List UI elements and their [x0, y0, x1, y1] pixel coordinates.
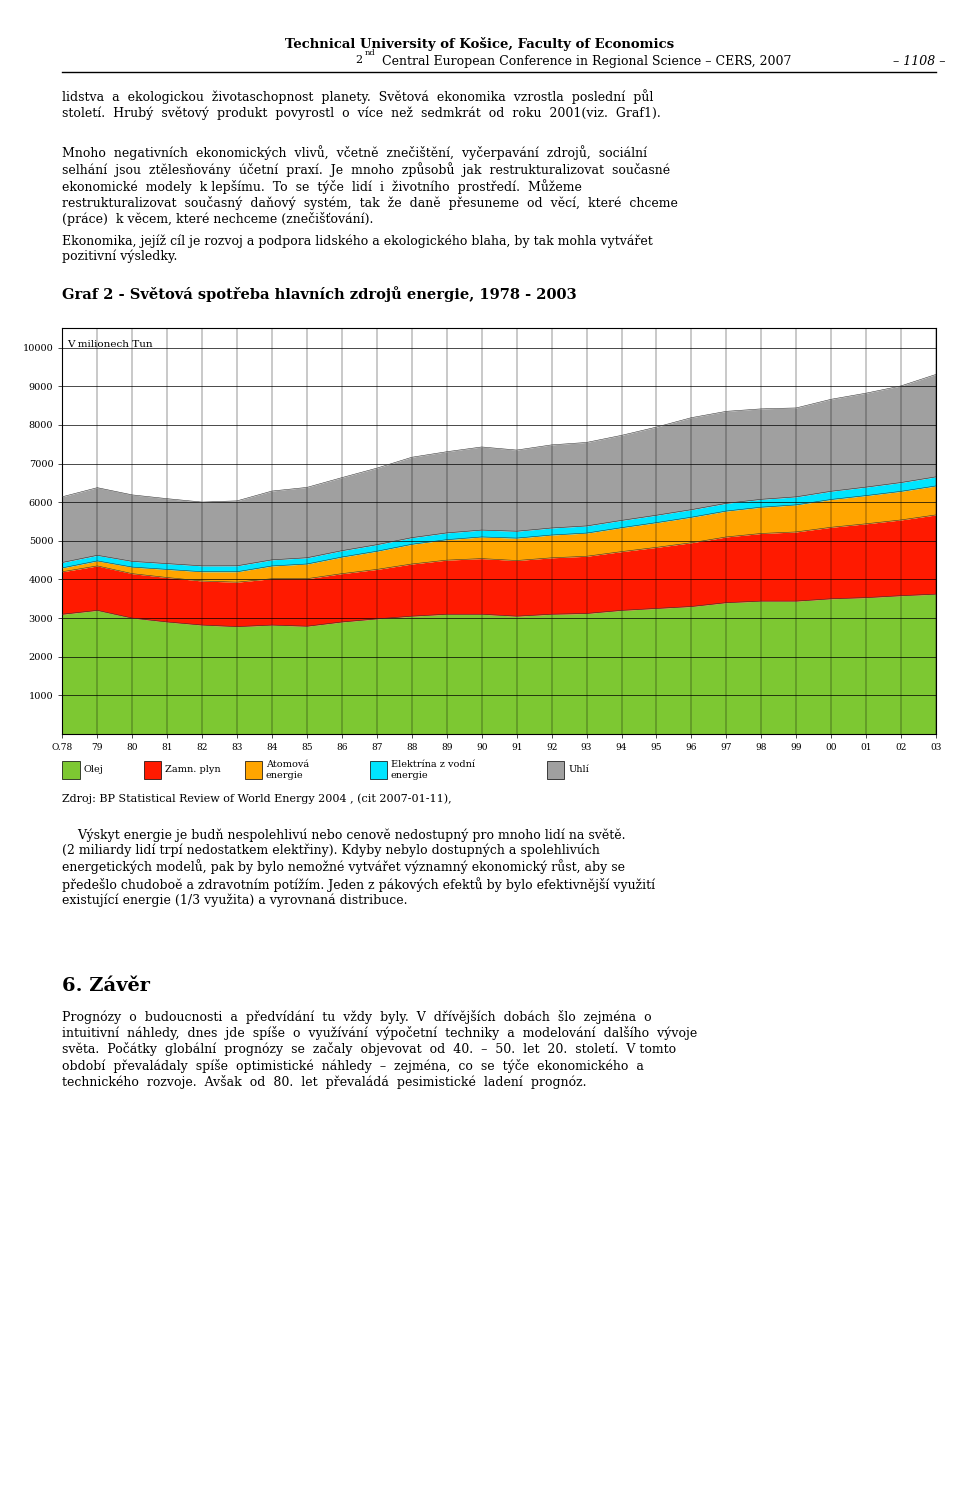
Text: V milionech Tun: V milionech Tun	[67, 340, 153, 349]
Text: Výskyt energie je budň nespolehlivú nebo cenově nedostupný pro mnoho lidí na sv: Výskyt energie je budň nespolehlivú neb…	[62, 828, 656, 907]
Text: Olej: Olej	[84, 765, 104, 774]
Text: Technical University of Košice, Faculty of Economics: Technical University of Košice, Faculty …	[285, 37, 675, 51]
Text: nd: nd	[365, 49, 375, 57]
Text: 2: 2	[355, 55, 362, 66]
Text: Atomová
energie: Atomová energie	[266, 759, 309, 780]
Text: Zamn. plyn: Zamn. plyn	[165, 765, 221, 774]
Text: Zdroj: BP Statistical Review of World Energy 2004 , (cit 2007-01-11),: Zdroj: BP Statistical Review of World En…	[62, 794, 452, 804]
Text: – 1108 –: – 1108 –	[893, 55, 946, 69]
Text: 6. Závěr: 6. Závěr	[62, 977, 151, 995]
Text: Prognózy  o  budoucnosti  a  předvídání  tu  vždy  byly.  V  dřívějších  dobách : Prognózy o budoucnosti a předvídání tu v…	[62, 1010, 698, 1089]
Text: Mnoho  negativních  ekonomických  vlivů,  včetně  znečištění,  vyčerpavání  zdro: Mnoho negativních ekonomických vlivů, vč…	[62, 145, 679, 227]
Text: Elektrína z vodní
energie: Elektrína z vodní energie	[391, 759, 474, 780]
Text: Central European Conference in Regional Science – CERS, 2007: Central European Conference in Regional …	[378, 55, 792, 69]
Text: Ekonomika, jejíž cíl je rozvoj a podpora lidského a ekologického blaha, by tak m: Ekonomika, jejíž cíl je rozvoj a podpora…	[62, 234, 653, 264]
Text: Uhlí: Uhlí	[568, 765, 589, 774]
Text: lidstva  a  ekologickou  životaschopnost  planety.  Světová  ekonomika  vzrostla: lidstva a ekologickou životaschopnost pl…	[62, 90, 661, 119]
Text: Graf 2 - Světová spotřeba hlavních zdrojů energie, 1978 - 2003: Graf 2 - Světová spotřeba hlavních zdroj…	[62, 286, 577, 303]
